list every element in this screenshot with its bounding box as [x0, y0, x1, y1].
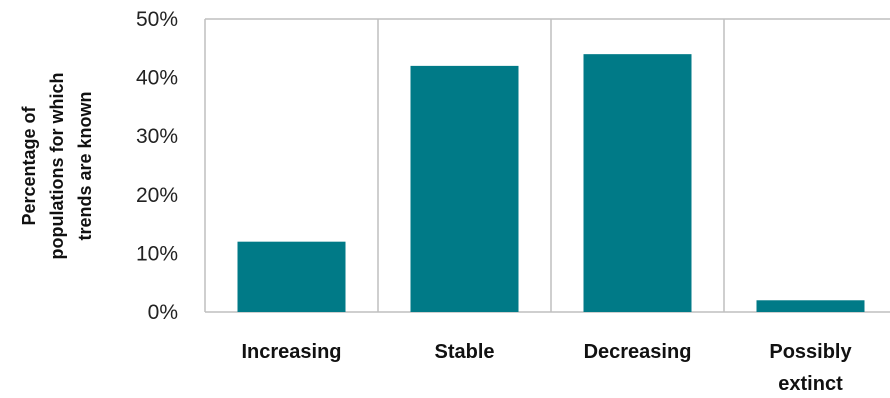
x-category-label: Possibly — [769, 341, 852, 363]
x-category-label: Decreasing — [584, 341, 692, 363]
x-category-labels: Increasing Stable Decreasing Possibly extinc… — [241, 341, 852, 395]
y-tick-labels: 0% 10% 20% 30% 40% 50% — [136, 8, 178, 324]
x-category-label: Increasing — [241, 341, 341, 363]
bar — [410, 65, 519, 312]
y-tick-label: 20% — [136, 184, 178, 207]
y-tick-label: 10% — [136, 242, 178, 265]
bar — [237, 241, 346, 312]
y-axis-label-line: populations for which — [47, 73, 67, 260]
bars — [237, 54, 865, 312]
y-axis-label-line: Percentage of — [19, 105, 39, 225]
y-tick-label: 30% — [136, 125, 178, 148]
bar — [756, 300, 865, 312]
y-tick-label: 0% — [148, 301, 178, 324]
bar — [583, 54, 692, 312]
y-tick-label: 40% — [136, 67, 178, 90]
y-axis-label: Percentage of populations for which trends… — [19, 73, 95, 260]
x-category-label: extinct — [778, 373, 843, 395]
y-axis-label-line: trends are known — [75, 91, 95, 240]
x-category-label: Stable — [434, 341, 494, 363]
y-tick-label: 50% — [136, 8, 178, 31]
